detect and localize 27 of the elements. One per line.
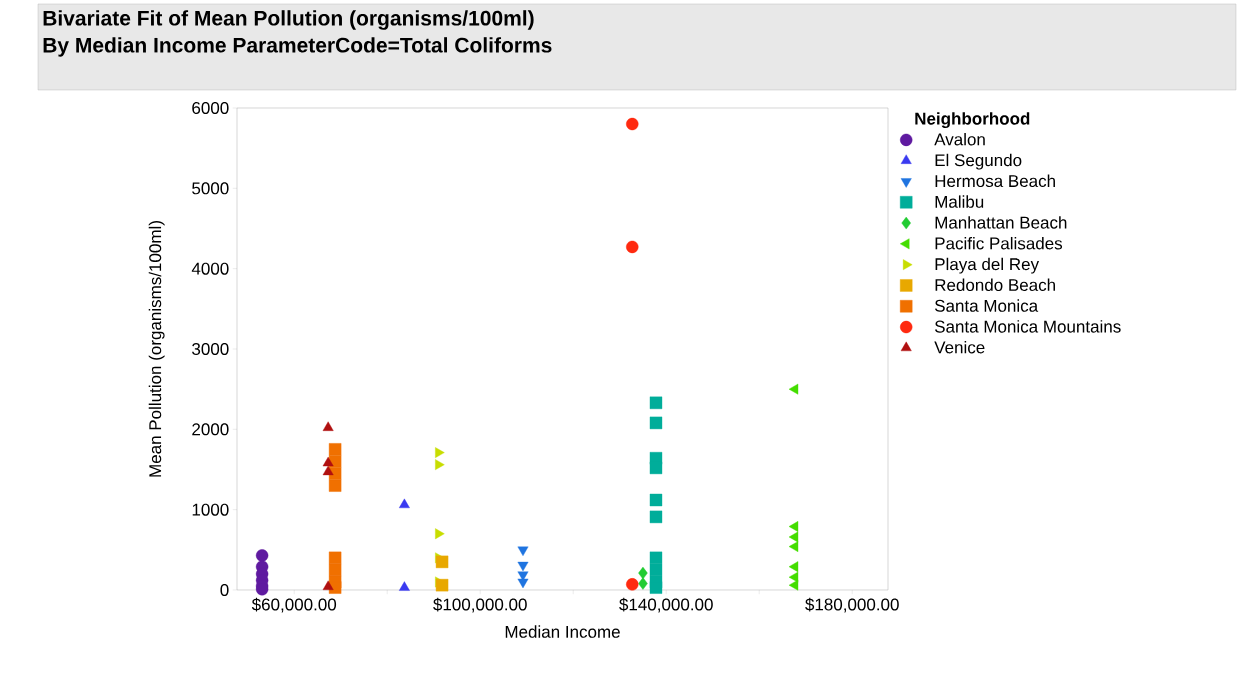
y-tick-label: 5000 [192, 182, 229, 195]
y-tick-label: 4000 [191, 262, 229, 275]
y-tick-label: 0 [220, 583, 229, 597]
y-tick-label: 3000 [192, 342, 229, 356]
x-tick-label: $60,000.00 [251, 597, 337, 613]
legend-title: Neighborhood [915, 112, 1030, 129]
legend-label: Pacific Palisades [935, 236, 1063, 250]
x-tick-label: $140,000.00 [619, 597, 713, 613]
x-tick-label: $100,000.00 [433, 597, 527, 613]
legend-label: Manhattan Beach [935, 216, 1067, 229]
legend-label: Hermosa Beach [935, 174, 1055, 188]
x-axis-title: Median Income [505, 625, 620, 638]
legend-label: Redondo Beach [935, 278, 1055, 292]
legend-label: Santa Monica Mountains [934, 320, 1121, 333]
legend-label: El Segundo [935, 153, 1022, 170]
chart-subtitle: By Median Income ParameterCode=Total Coliforms [43, 37, 552, 57]
y-axis-title: Mean Pollution (organisms/100ml) [148, 221, 165, 477]
legend-label: Playa del Rey [935, 257, 1040, 274]
y-tick-label: 2000 [192, 423, 229, 436]
y-tick-label: 6000 [192, 101, 229, 115]
y-tick-label: 1000 [192, 503, 229, 516]
legend-label: Santa Monica [934, 299, 1039, 312]
chart-title: Bivariate Fit of Mean Pollution (organisms/100ml) [43, 10, 534, 30]
legend-label: Avalon [934, 132, 985, 146]
legend-label: Venice [934, 340, 985, 354]
legend-label: Malibu [935, 195, 984, 208]
x-tick-label: $180,000.00 [805, 597, 899, 613]
